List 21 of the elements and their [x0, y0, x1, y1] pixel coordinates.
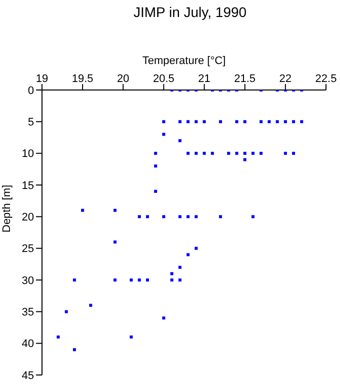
- y-tick-label: 45: [22, 370, 34, 382]
- y-tick-label: 30: [22, 274, 34, 287]
- x-tick-label: 22.5: [315, 73, 337, 85]
- x-tick-label: 20: [117, 73, 130, 85]
- x-tick-label: 21: [198, 73, 210, 85]
- y-tick-label: 15: [22, 180, 34, 192]
- x-tick-label: 21.5: [234, 73, 256, 85]
- y-axis-title: Depth [m]: [0, 184, 13, 232]
- x-tick-label: 22: [279, 73, 292, 85]
- chart-title: JIMP in July, 1990: [132, 4, 248, 20]
- y-tick-label: 25: [22, 243, 34, 256]
- y-tick-label: 40: [22, 338, 34, 350]
- x-tick-label: 19.5: [72, 73, 94, 85]
- y-tick-label: 0: [28, 84, 34, 97]
- y-tick-label: 5: [28, 116, 34, 129]
- y-tick-label: 20: [22, 212, 34, 224]
- x-axis-title: Temperature [°C]: [142, 54, 226, 67]
- x-tick-label: 19: [36, 73, 48, 85]
- y-tick-label: 10: [22, 148, 34, 160]
- x-tick-label: 20.5: [153, 73, 174, 85]
- y-tick-label: 35: [22, 306, 34, 319]
